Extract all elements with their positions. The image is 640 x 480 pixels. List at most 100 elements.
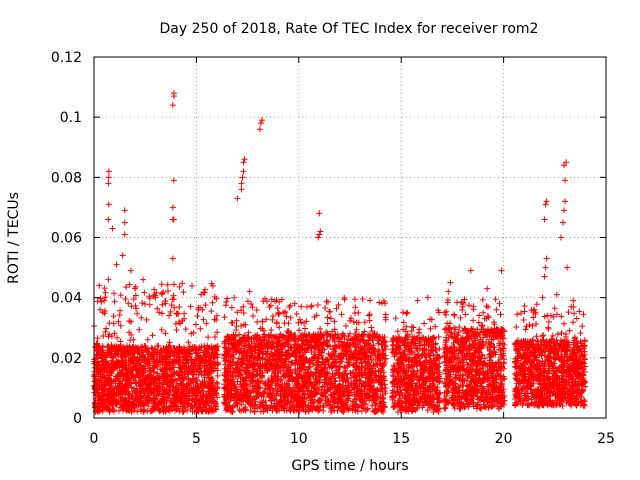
data-point [176, 408, 183, 415]
data-point [208, 308, 215, 315]
data-point [436, 345, 443, 352]
data-point [214, 394, 221, 401]
data-point [293, 310, 300, 317]
data-point [111, 298, 118, 305]
data-point [144, 336, 151, 343]
data-point [178, 393, 185, 400]
data-point [165, 395, 172, 402]
data-point [104, 404, 111, 411]
data-point [254, 318, 261, 325]
data-point [134, 310, 141, 317]
data-point [133, 305, 140, 312]
y-tick-label: 0.02 [51, 351, 82, 367]
data-point [366, 297, 373, 304]
data-point [276, 310, 283, 317]
data-point [177, 375, 184, 382]
data-point [115, 373, 122, 380]
data-point [231, 294, 238, 301]
data-point [390, 404, 397, 411]
data-point [170, 281, 177, 288]
data-point [150, 369, 157, 376]
data-point [368, 324, 375, 331]
data-point [159, 359, 166, 366]
data-point [270, 313, 277, 320]
data-point [168, 302, 175, 309]
data-point [214, 329, 221, 336]
data-point [139, 300, 146, 307]
data-point [209, 299, 216, 306]
data-point [302, 325, 309, 332]
data-point [203, 320, 210, 327]
data-point [355, 309, 362, 316]
data-point [296, 327, 303, 334]
data-point [245, 329, 252, 336]
data-point [117, 292, 124, 299]
data-point [223, 298, 230, 305]
chart-title: Day 250 of 2018, Rate Of TEC Index for r… [160, 21, 539, 37]
data-point [208, 408, 215, 415]
data-point [182, 404, 189, 411]
data-point [162, 408, 169, 415]
data-point [176, 304, 183, 311]
data-point [138, 314, 145, 321]
data-point [149, 332, 156, 339]
data-point [130, 343, 137, 350]
y-tick-label: 0 [73, 411, 82, 427]
data-point [189, 362, 196, 369]
data-point [202, 302, 209, 309]
data-point [181, 310, 188, 317]
data-point [184, 357, 191, 364]
data-point [101, 285, 108, 292]
data-point [95, 378, 102, 385]
data-point [298, 319, 305, 326]
data-point [177, 350, 184, 357]
data-point [193, 375, 200, 382]
data-point [115, 318, 122, 325]
data-point [211, 398, 218, 405]
data-point [117, 322, 124, 329]
data-point [194, 382, 201, 389]
data-point [205, 334, 212, 341]
data-point [351, 296, 358, 303]
data-point [352, 304, 359, 311]
data-point [179, 371, 186, 378]
data-point [348, 315, 355, 322]
data-point [365, 312, 372, 319]
data-point [222, 302, 229, 309]
data-point [180, 385, 187, 392]
data-point [102, 294, 109, 301]
data-point [382, 311, 389, 318]
data-point [316, 397, 323, 404]
data-point [212, 387, 219, 394]
data-point [125, 384, 132, 391]
data-point [158, 326, 165, 333]
data-point [111, 385, 118, 392]
data-point [141, 301, 148, 308]
data-point [127, 380, 134, 387]
data-point [115, 407, 122, 414]
data-point [177, 382, 184, 389]
data-point [134, 408, 141, 415]
data-point [146, 301, 153, 308]
data-point [127, 318, 134, 325]
y-tick-label: 0.04 [51, 291, 82, 307]
data-point [286, 304, 293, 311]
data-point [108, 347, 115, 354]
data-point [140, 394, 147, 401]
data-point [97, 295, 104, 302]
data-point [166, 366, 173, 373]
data-point [163, 400, 170, 407]
data-point [98, 298, 105, 305]
data-point [158, 310, 165, 317]
data-point [151, 405, 158, 412]
data-point [147, 408, 154, 415]
data-point [326, 308, 333, 315]
data-point [327, 315, 334, 322]
data-point [210, 358, 217, 365]
data-point [188, 359, 195, 366]
data-point [103, 325, 110, 332]
data-point [143, 316, 150, 323]
data-point [126, 281, 133, 288]
y-tick-label: 0.12 [51, 50, 82, 66]
data-point [156, 309, 163, 316]
